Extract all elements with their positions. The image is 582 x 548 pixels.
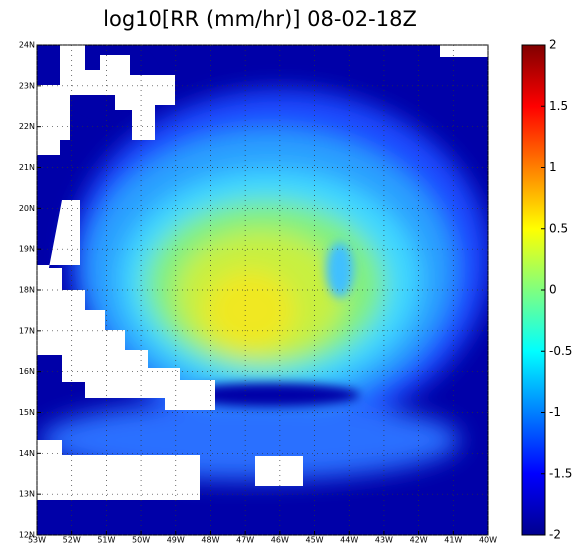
y-tick-label: 16N	[19, 367, 35, 376]
x-tick-label: 49W	[167, 536, 185, 545]
y-tick-label: 20N	[19, 204, 35, 213]
colorbar-label: 0	[549, 283, 557, 297]
x-tick-label: 44W	[340, 536, 358, 545]
y-tick-label: 18N	[19, 286, 35, 295]
y-tick-label: 13N	[19, 490, 35, 499]
title: log10[RR (mm/hr)] 08-02-18Z	[103, 7, 417, 31]
colorbar-label: -2	[549, 528, 561, 542]
colorbar-label: -1.5	[549, 466, 572, 480]
colorbar-label: 1	[549, 160, 557, 174]
y-tick-label: 23N	[19, 81, 35, 90]
y-tick-label: 19N	[19, 245, 35, 254]
colorbar-label: 2	[549, 38, 557, 52]
x-tick-label: 53W	[28, 536, 46, 545]
x-tick-label: 46W	[271, 536, 289, 545]
colorbar-label: -0.5	[549, 344, 572, 358]
x-tick-label: 48W	[201, 536, 219, 545]
x-tick-label: 52W	[63, 536, 81, 545]
y-tick-label: 15N	[19, 408, 35, 417]
y-tick-label: 24N	[19, 41, 35, 50]
colorbar-label: 0.5	[549, 221, 568, 235]
x-tick-label: 43W	[375, 536, 393, 545]
colorbar-label: 1.5	[549, 99, 568, 113]
x-tick-label: 41W	[444, 536, 462, 545]
colorbar-label: -1	[549, 405, 561, 419]
y-tick-label: 22N	[19, 122, 35, 131]
x-tick-label: 50W	[132, 536, 150, 545]
y-tick-label: 17N	[19, 326, 35, 335]
y-tick-label: 14N	[19, 449, 35, 458]
x-tick-label: 42W	[410, 536, 428, 545]
x-tick-label: 51W	[97, 536, 115, 545]
x-tick-label: 45W	[305, 536, 323, 545]
x-tick-label: 47W	[236, 536, 254, 545]
y-tick-label: 21N	[19, 163, 35, 172]
y-tick-label: 12N	[19, 531, 35, 540]
x-tick-label: 40W	[479, 536, 497, 545]
